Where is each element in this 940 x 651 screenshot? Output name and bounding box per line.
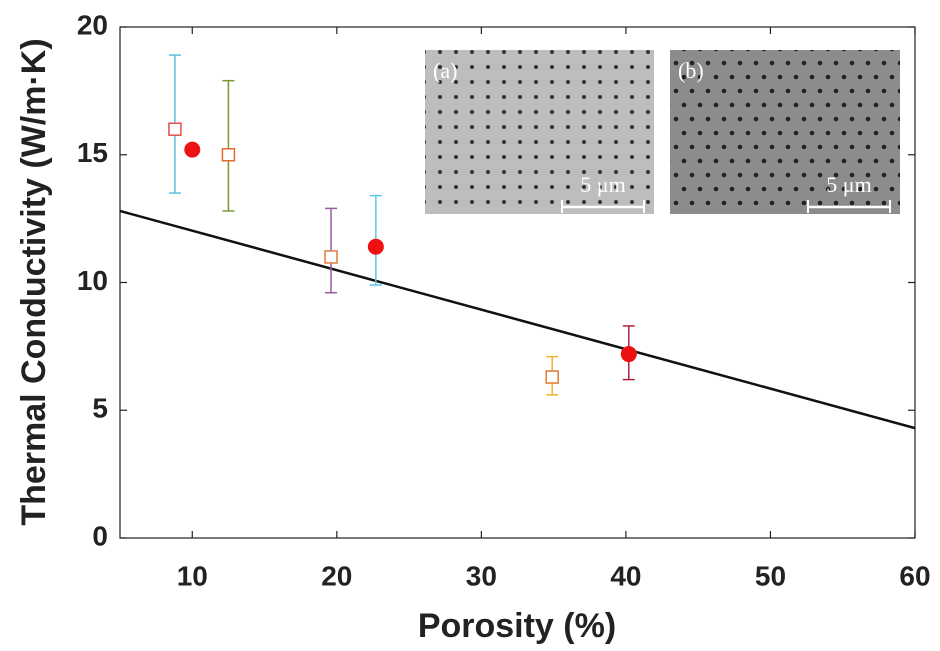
y-tick-label: 20 — [77, 9, 108, 40]
x-tick-label: 60 — [899, 560, 930, 591]
x-axis-label: Porosity (%) — [418, 607, 616, 645]
y-axis-label: Thermal Conductivity (W/m·K) — [15, 38, 53, 525]
y-tick-label: 0 — [92, 520, 108, 551]
inset-a: (a) 5 μm — [425, 50, 654, 214]
x-tick-label: 40 — [610, 560, 641, 591]
point — [168, 122, 182, 136]
inset-image — [425, 50, 654, 214]
x-tick-label: 20 — [321, 560, 352, 591]
fit-line — [119, 209, 916, 430]
x-tick-label: 10 — [177, 560, 208, 591]
point — [184, 141, 201, 158]
x-tick-label: 30 — [466, 560, 497, 591]
scale-label: 5 μm — [580, 172, 625, 197]
scale-label: 5 μm — [826, 172, 871, 197]
inset-label: (b) — [678, 58, 704, 83]
inset-b: (b) 5 μm — [670, 50, 900, 214]
x-tick-label: 50 — [755, 560, 786, 591]
point — [221, 148, 236, 162]
point — [367, 238, 384, 255]
y-tick-label: 10 — [77, 265, 108, 296]
y-tick-label: 5 — [92, 393, 108, 424]
inset-label: (a) — [433, 58, 457, 83]
point — [545, 370, 559, 384]
point — [324, 250, 338, 264]
point — [620, 346, 637, 363]
y-tick-label: 15 — [77, 137, 108, 168]
inset-image — [670, 50, 900, 214]
